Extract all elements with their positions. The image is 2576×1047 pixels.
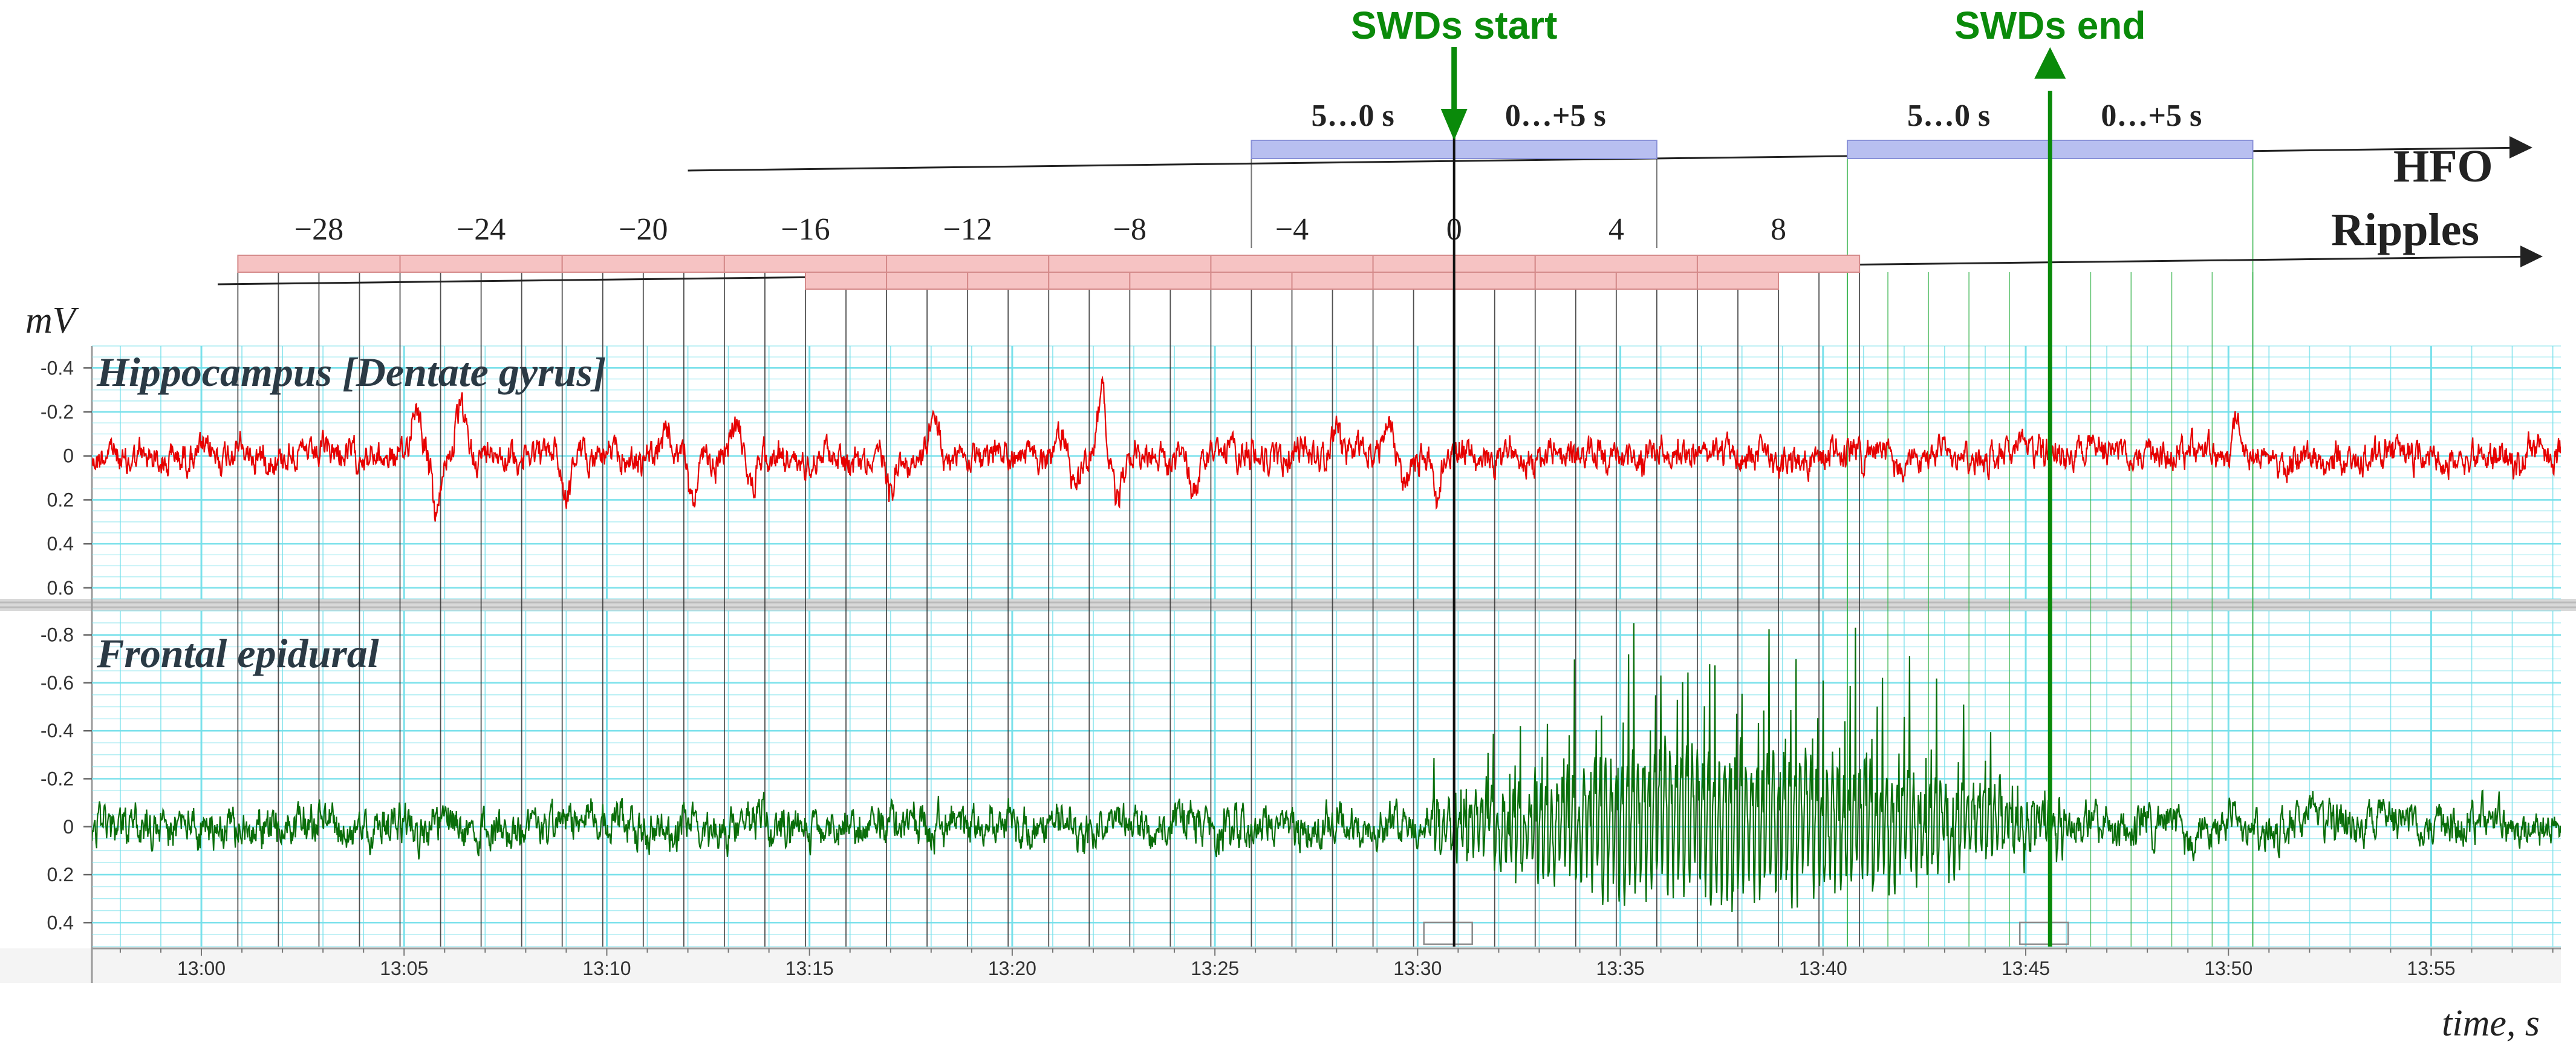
y-ticks: -0.4 -0.2 0 0.2 0.4 0.6 -0.8 -0.6 -0.4 -0.2 0 0.2 0.… [41, 357, 92, 933]
panel-title-hippocampus: Hippocampus [Dentate gyrus] [96, 349, 606, 395]
hippocampus-trace [92, 376, 2561, 522]
panels-background [0, 346, 2576, 983]
hfo-label: HFO [2393, 141, 2493, 192]
ripple-tick-label: −28 [294, 212, 343, 247]
ripple-tick-label: 4 [1608, 212, 1624, 247]
ripple-window-lower [1534, 272, 1617, 290]
ripple-window-upper [1696, 255, 1861, 273]
ripple-window-lower [1372, 272, 1455, 290]
x-tick-label: 13:05 [380, 957, 428, 979]
ripple-window-lower [1048, 272, 1131, 290]
y-tick-label: -0.2 [41, 401, 74, 423]
y-tick-label: 0.4 [47, 533, 74, 555]
ripple-window-upper [237, 255, 401, 273]
traces [92, 376, 2561, 945]
hfo-arrowhead [2509, 136, 2532, 158]
ripple-window-upper [561, 255, 725, 273]
swd-end-label: SWDs end [1954, 4, 2145, 47]
hfo-window-label: 0…+5 s [2101, 99, 2202, 133]
y-tick-label: -0.4 [41, 357, 74, 379]
y-tick-label: 0 [63, 816, 74, 838]
frontal-trace [92, 623, 2561, 912]
hfo-window-label: 5…0 s [1907, 99, 1990, 133]
ripple-window-upper [723, 255, 888, 273]
x-tick-label: 13:10 [582, 957, 631, 979]
hippocampus-plot-area [92, 346, 2561, 599]
y-tick-label: -0.2 [41, 768, 74, 790]
x-tick-label: 13:40 [1799, 957, 1847, 979]
ripples-strip: −28−24−20−16−12−8−4048 [217, 212, 2543, 290]
ripple-tick-label: −12 [943, 212, 992, 247]
hfo-window [1847, 140, 2051, 159]
hfo-window-label: 0…+5 s [1505, 99, 1606, 133]
ripple-window-upper [1048, 255, 1212, 273]
ripple-window-lower [1210, 272, 1293, 290]
swd-start-label: SWDs start [1351, 4, 1557, 47]
ripple-window-upper [399, 255, 563, 273]
ripple-window-lower [1291, 272, 1374, 290]
x-tick-label: 13:35 [1596, 957, 1645, 979]
ripples-label: Ripples [2331, 204, 2479, 255]
ripple-tick-label: −16 [781, 212, 830, 247]
y-tick-label: 0.2 [47, 489, 74, 510]
y-unit-label: mV [25, 300, 79, 341]
hfo-window [1453, 140, 1657, 159]
swd-start-arrowhead [1440, 109, 1468, 140]
x-tick-label: 13:20 [988, 957, 1036, 979]
x-axis-strip [0, 948, 2561, 983]
x-tick-label: 13:15 [785, 957, 834, 979]
hfo-window-label: 5…0 s [1311, 99, 1394, 133]
y-tick-label: -0.8 [41, 624, 74, 646]
y-tick-label: 0.4 [47, 912, 74, 933]
ripple-window-lower [886, 272, 969, 290]
hfo-strip: 5…0 s 0…+5 s 5…0 s 0…+5 s [688, 99, 2532, 172]
x-tick-label: 13:00 [177, 957, 226, 979]
y-tick-label: 0.2 [47, 864, 74, 886]
ripple-window-lower [1129, 272, 1212, 290]
x-tick-label: 13:45 [2002, 957, 2050, 979]
event-marker-box [1423, 921, 1473, 945]
ripple-window-upper [1534, 255, 1698, 273]
ripple-window-lower [967, 272, 1050, 290]
panel-splitter [0, 599, 2576, 611]
y-axis-column [0, 346, 92, 947]
y-tick-label: 0.6 [47, 577, 74, 599]
y-tick-label: 0 [63, 445, 74, 467]
ripple-tick-label: −4 [1275, 212, 1309, 247]
x-tick-label: 13:50 [2204, 957, 2252, 979]
swd-events: SWDs start SWDs end [1351, 4, 2145, 947]
grid [92, 345, 2561, 947]
y-tick-label: -0.6 [41, 672, 74, 694]
ripples-arrowhead [2520, 246, 2543, 267]
ripple-tick-label: −24 [457, 212, 506, 247]
ripple-tick-label: 8 [1771, 212, 1786, 247]
swd-end-arrowhead [2034, 47, 2066, 79]
x-tick-label: 13:30 [1393, 957, 1442, 979]
x-ticks: 13:00 13:05 13:10 13:15 13:20 13:25 13:30 13:35… [119, 948, 2554, 979]
ripple-window-lower [804, 272, 888, 290]
ripple-window-upper [1210, 255, 1374, 273]
event-marker-box [2018, 921, 2069, 945]
hfo-window [1251, 140, 1455, 159]
x-tick-label: 13:25 [1191, 957, 1239, 979]
ripple-window-upper [886, 255, 1050, 273]
y-tick-label: -0.4 [41, 720, 74, 742]
ripple-window-lower [1615, 272, 1698, 290]
x-tick-label: 13:55 [2407, 957, 2455, 979]
ripple-window-lower [1453, 272, 1536, 290]
ripple-tick-label: −8 [1113, 212, 1147, 247]
ripple-tick-label: −20 [619, 212, 668, 247]
x-axis-label: time, s [2442, 1003, 2540, 1044]
ripple-window-lower [1696, 272, 1780, 290]
hfo-window [2049, 140, 2254, 159]
panel-title-frontal: Frontal epidural [96, 630, 379, 676]
